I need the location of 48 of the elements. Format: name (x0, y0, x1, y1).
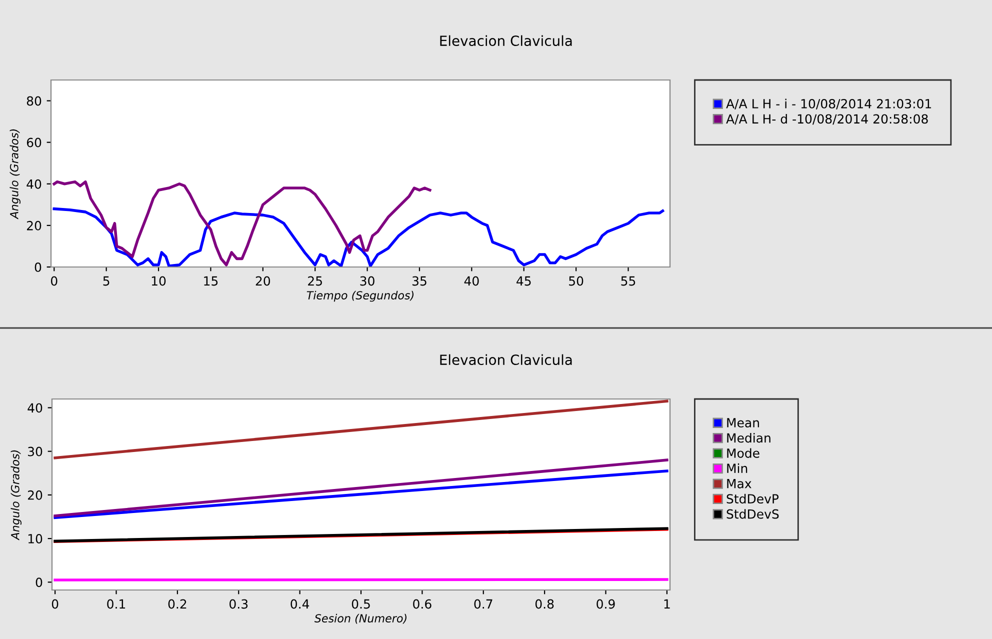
x-tick-label: 10 (152, 276, 166, 286)
x-tick-label: 50 (569, 276, 584, 286)
x-tick-label: 25 (308, 276, 322, 286)
x-tick-label: 30 (360, 276, 374, 286)
y-tick-label: 40 (26, 179, 42, 189)
x-tick-label: 0.3 (230, 599, 248, 609)
y-axis-title: Angulo (Grados) (10, 450, 22, 540)
legend-label: Mode (727, 448, 760, 458)
legend-label: Mean (727, 418, 759, 428)
y-tick-label: 0 (34, 262, 42, 272)
y-tick-label: 10 (28, 534, 42, 544)
x-tick-label: 0.4 (290, 599, 310, 609)
chart-title: Elevacion Clavicula (440, 354, 572, 366)
x-tick-label: 0.7 (474, 599, 492, 609)
legend-label: A/A L H- d -10/08/2014 20:58:08 (726, 114, 928, 125)
legend-label: StdDevS (726, 509, 779, 519)
legend-label: Min (727, 463, 748, 473)
x-tick-label: 0.2 (168, 599, 186, 609)
y-tick-label: 40 (28, 403, 42, 413)
x-tick-label: 0.6 (413, 599, 432, 609)
chart-title: Elevacion Clavicula (440, 35, 572, 46)
y-tick-label: 20 (26, 220, 42, 230)
x-tick-label: 35 (412, 276, 426, 286)
x-tick-label: 5 (103, 276, 110, 286)
x-tick-label: 1 (664, 599, 670, 609)
y-tick-label: 20 (28, 490, 42, 500)
x-tick-label: 0.1 (107, 599, 126, 609)
x-axis-title: Sesion (Numero) (314, 614, 406, 624)
legend-label: StdDevP (726, 494, 779, 504)
x-axis-title: Tiempo (Segundos) (306, 290, 414, 302)
x-tick-label: 0.5 (352, 599, 370, 609)
x-tick-label: 0.9 (596, 599, 615, 609)
y-axis-title: Angulo (Grados) (10, 129, 21, 220)
x-tick-label: 55 (621, 276, 636, 286)
y-tick-label: 60 (26, 138, 42, 148)
x-tick-label: 40 (464, 276, 479, 286)
x-tick-label: 15 (204, 276, 218, 286)
y-tick-label: 0 (36, 578, 42, 588)
y-tick-label: 80 (26, 96, 42, 106)
x-tick-label: 0 (50, 276, 58, 286)
x-tick-label: 20 (256, 276, 270, 286)
legend-label: A/A L H - i - 10/08/2014 21:03:01 (726, 98, 932, 110)
x-tick-label: 45 (516, 276, 531, 286)
legend-label: Max (727, 479, 752, 488)
x-tick-label: 0.8 (535, 599, 554, 609)
y-tick-label: 30 (28, 446, 42, 456)
x-tick-label: 0 (52, 599, 58, 609)
legend-label: Median (727, 432, 770, 443)
